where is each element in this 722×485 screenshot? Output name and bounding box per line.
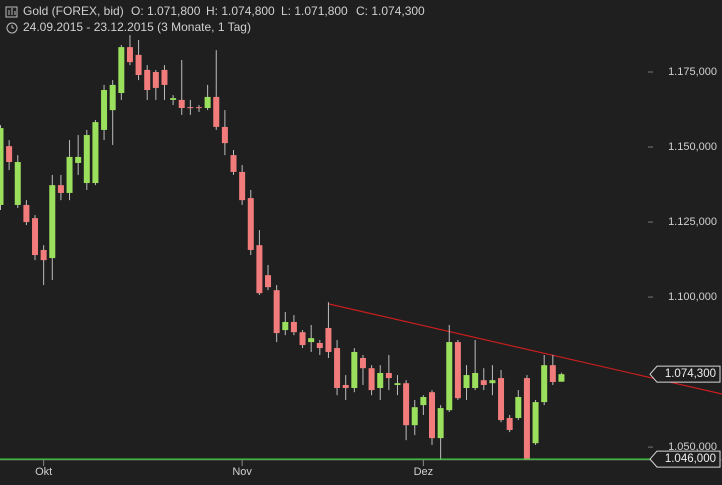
- candle-body: [334, 348, 341, 388]
- y-tick-label: 1.100,000: [668, 291, 717, 303]
- candle-body: [144, 69, 151, 91]
- candle-body: [195, 107, 202, 109]
- support-label: 1.046,000: [665, 453, 716, 465]
- candle-body: [40, 249, 47, 261]
- candle-body: [558, 374, 565, 382]
- candle-body: [463, 375, 470, 388]
- ohlc-label: C: 1.074,300: [356, 4, 425, 18]
- candle-body: [437, 408, 444, 439]
- candle-body: [213, 96, 220, 127]
- candle-body: [472, 372, 479, 388]
- candle-body: [256, 245, 263, 294]
- candle-body: [454, 342, 461, 399]
- candle-body: [523, 378, 530, 460]
- x-tick-label: Dez: [414, 466, 434, 478]
- candle-body: [480, 380, 487, 385]
- candle-body: [265, 275, 272, 288]
- support-box: [649, 450, 721, 468]
- y-tick-label: 1.125,000: [668, 216, 717, 228]
- candle-body: [532, 402, 539, 444]
- candle-body: [420, 396, 427, 406]
- candle-body: [446, 342, 453, 411]
- candle-body: [221, 126, 228, 144]
- candle-body: [152, 72, 159, 88]
- candle-body: [75, 156, 82, 163]
- candle-body: [385, 372, 392, 379]
- chart-title: Gold (FOREX, bid): [23, 4, 124, 18]
- candle-body: [342, 384, 349, 388]
- candle-body: [429, 392, 435, 439]
- candle-body: [541, 365, 548, 403]
- ohlc-label: L: 1.071,800: [281, 4, 348, 18]
- candle-body: [290, 321, 297, 333]
- candle-body: [403, 383, 410, 426]
- x-tick-label: Okt: [35, 466, 52, 478]
- candle-body: [0, 128, 4, 205]
- candle-body: [187, 107, 194, 109]
- candle-body: [66, 156, 73, 193]
- clock-icon: [6, 22, 18, 34]
- candle-body: [49, 185, 56, 259]
- candle-body: [23, 204, 30, 223]
- candle-body: [394, 383, 401, 385]
- candle-body: [230, 155, 237, 172]
- candle-body: [549, 365, 556, 382]
- candle-body: [411, 407, 418, 426]
- y-tick-label: 1.150,000: [668, 141, 717, 153]
- candle-body: [57, 185, 64, 193]
- candle-body: [282, 321, 289, 331]
- candle-body: [239, 171, 246, 201]
- candle-body: [135, 54, 142, 76]
- candle-body: [32, 218, 39, 256]
- candle-body: [126, 47, 133, 63]
- candle-body: [316, 342, 323, 349]
- candle-body: [359, 357, 366, 369]
- y-tick-label: 1.050,000: [668, 441, 717, 453]
- last-price-box: [649, 365, 721, 383]
- x-tick-label: Nov: [232, 466, 252, 478]
- candle-body: [109, 84, 116, 111]
- candle-body: [83, 135, 90, 184]
- candle-body: [351, 351, 358, 388]
- candle-body: [170, 98, 177, 100]
- candle-body: [273, 290, 280, 334]
- header-icon: [5, 6, 18, 18]
- candle-body: [178, 99, 185, 109]
- last-price-label: 1.074,300: [665, 368, 716, 380]
- candle-body: [161, 69, 168, 85]
- candle-body: [325, 327, 332, 352]
- candle-body: [6, 146, 13, 163]
- candle-body: [247, 198, 254, 250]
- candle-body: [118, 47, 125, 94]
- candle-body: [299, 332, 306, 346]
- candle-body: [308, 338, 315, 343]
- chart-subtitle: 24.09.2015 - 23.12.2015 (3 Monate, 1 Tag…: [23, 20, 251, 34]
- candle-body: [368, 368, 375, 391]
- y-tick-label: 1.175,000: [668, 66, 717, 78]
- ohlc-label: H: 1.074,800: [206, 4, 275, 18]
- ohlc-label: O: 1.071,800: [131, 4, 201, 18]
- candle-body: [14, 162, 21, 205]
- candle-body: [498, 378, 505, 421]
- candle-body: [515, 396, 522, 418]
- candle-body: [506, 417, 513, 430]
- candle-body: [101, 90, 108, 130]
- candle-body: [489, 380, 496, 384]
- candle-body: [204, 96, 211, 109]
- candle-body: [377, 372, 384, 388]
- candle-body: [92, 122, 99, 184]
